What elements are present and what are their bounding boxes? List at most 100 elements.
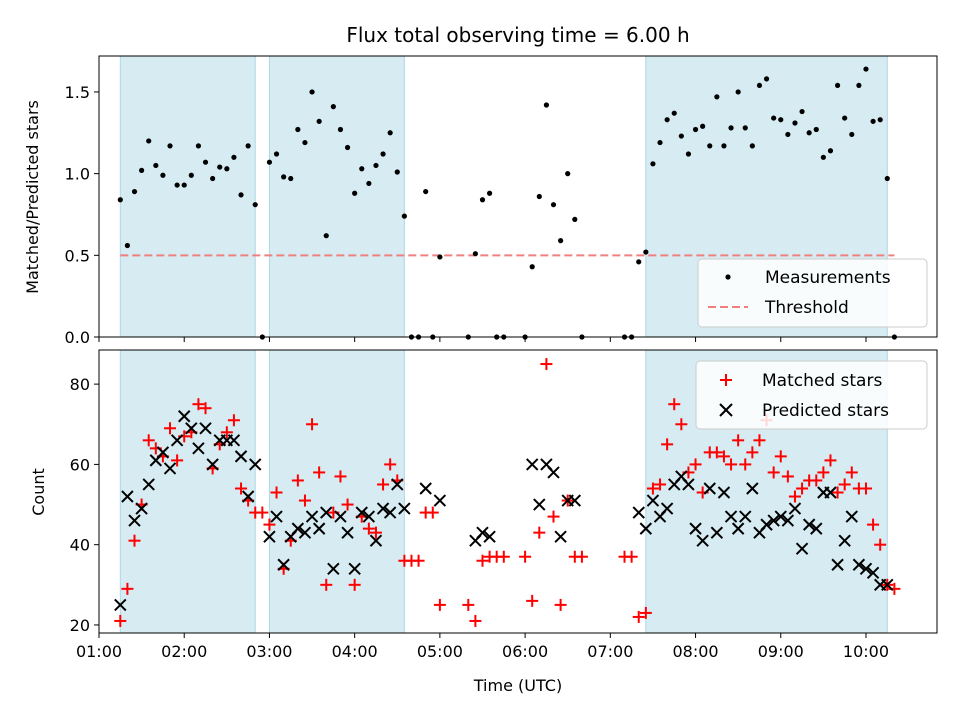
measurement-point <box>344 144 351 151</box>
measurement-point <box>884 175 890 182</box>
predicted-star-point <box>419 482 432 495</box>
y-tick-label: 0.0 <box>65 328 90 347</box>
x-tick-label: 03:00 <box>246 642 292 661</box>
measurement-point <box>273 151 280 157</box>
matched-star-point <box>739 458 752 471</box>
matched-star-point <box>817 466 830 479</box>
matched-star-point <box>270 486 283 499</box>
measurement-point <box>423 188 429 195</box>
bottom-y-ticks: 20 40 60 80 <box>70 375 99 635</box>
measurement-point <box>231 154 237 160</box>
measurement-point <box>685 151 692 157</box>
matched-star-point <box>646 482 659 495</box>
x-axis-label: Time (UTC) <box>473 676 562 695</box>
predicted-star-point <box>206 458 219 471</box>
measurement-point <box>252 202 258 208</box>
matched-star-point <box>710 446 723 459</box>
matched-star-point <box>121 582 134 595</box>
predicted-star-point <box>810 522 823 535</box>
predicted-star-point <box>128 514 141 527</box>
predicted-star-point <box>355 506 368 519</box>
predicted-star-point <box>163 462 177 475</box>
matched-star-point <box>291 474 304 487</box>
legend-predicted-marker <box>719 403 733 417</box>
predicted-star-point <box>270 510 283 523</box>
measurement-points <box>117 66 897 340</box>
measurement-point <box>373 162 379 169</box>
predicted-star-point <box>881 578 894 592</box>
legend-measurements-label: Measurements <box>765 268 891 288</box>
matched-star-point <box>732 434 745 447</box>
predicted-star-point <box>170 434 184 447</box>
predicted-star-point <box>156 446 170 459</box>
measurement-point <box>160 172 166 178</box>
predicted-star-point <box>568 494 582 507</box>
predicted-star-point <box>142 478 155 491</box>
predicted-star-point <box>838 534 851 547</box>
y-tick-label: 0.5 <box>65 246 90 265</box>
measurement-point <box>707 143 713 149</box>
predicted-star-point <box>234 450 248 463</box>
measurement-point <box>380 151 386 157</box>
matched-star-point <box>164 422 177 435</box>
x-tick-label: 02:00 <box>161 642 207 661</box>
matched-star-point <box>859 482 872 495</box>
measurement-point <box>188 172 194 178</box>
predicted-star-point <box>781 514 795 527</box>
matched-star-point <box>220 426 233 439</box>
predicted-star-point <box>554 530 567 543</box>
bottom-plot-frame <box>98 349 938 634</box>
measurement-point <box>799 108 805 115</box>
measurement-point <box>295 126 301 133</box>
predicted-star-point <box>660 502 674 515</box>
x-tick-label: 06:00 <box>502 642 548 661</box>
predicted-star-point <box>391 478 404 491</box>
predicted-star-point <box>433 494 447 507</box>
top-y-ticks: 0.0 0.5 1.0 1.5 <box>65 83 99 347</box>
measurement-point <box>834 82 841 89</box>
legend-matched-label: Matched stars <box>762 371 882 391</box>
matched-star-point <box>462 598 475 611</box>
measurement-point <box>664 117 670 123</box>
measurement-point <box>401 213 407 219</box>
measurement-point <box>366 180 372 187</box>
predicted-star-point <box>383 506 397 519</box>
measurement-point <box>337 126 344 133</box>
shaded-interval-1 <box>119 55 256 338</box>
predicted-star-point <box>696 534 709 547</box>
y-tick-label: 60 <box>70 455 90 474</box>
matched-star-point <box>654 478 667 491</box>
predicted-star-point <box>774 510 787 523</box>
predicted-star-point <box>298 526 312 539</box>
matched-star-point <box>235 482 248 495</box>
matched-star-point <box>369 526 382 539</box>
measurement-point <box>479 197 486 203</box>
measurement-point <box>486 190 493 196</box>
predicted-star-point <box>114 598 127 612</box>
predicted-star-point <box>703 482 716 495</box>
top-legend: Measurements Threshold <box>697 258 928 328</box>
predicted-star-point <box>199 422 212 435</box>
predicted-star-point <box>241 490 255 503</box>
matched-star-point <box>526 594 539 607</box>
matched-star-point <box>625 550 638 563</box>
shaded-interval-2 <box>268 55 405 338</box>
measurement-point <box>657 139 663 146</box>
matched-star-point <box>384 458 397 471</box>
matched-star-point <box>412 554 425 567</box>
predicted-star-point <box>348 562 361 575</box>
measurement-point <box>309 89 315 95</box>
measurement-point <box>153 162 159 169</box>
predicted-star-point <box>533 498 546 511</box>
measurement-point <box>394 169 400 175</box>
measurement-point <box>437 254 443 260</box>
measurement-point <box>870 118 876 124</box>
matched-star-point <box>838 478 851 491</box>
measurement-point <box>728 125 734 131</box>
matched-star-point <box>767 466 780 479</box>
legend-measurements-marker <box>725 274 731 280</box>
matched-star-point <box>668 398 681 411</box>
measurement-point <box>756 82 763 89</box>
measurement-point <box>820 154 826 160</box>
